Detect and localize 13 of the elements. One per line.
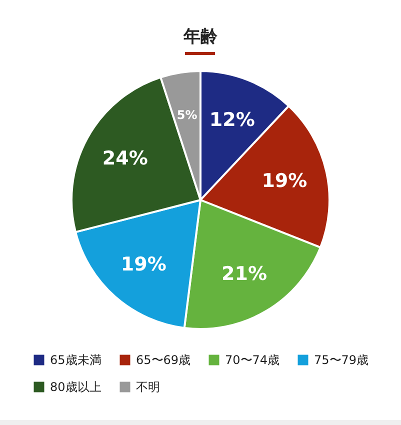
legend-label: 70〜74歳 — [225, 353, 280, 367]
legend-label: 80歳以上 — [50, 380, 102, 394]
legend-label: 65歳未満 — [50, 353, 102, 367]
chart-title: 年齢 — [182, 27, 218, 47]
data-label: 19% — [262, 170, 308, 192]
data-label: 19% — [120, 254, 166, 276]
data-label: 5% — [176, 108, 198, 122]
data-label: 12% — [209, 109, 255, 132]
legend-label: 不明 — [136, 380, 160, 394]
data-label: 24% — [102, 148, 148, 170]
legend-label: 75〜79歳 — [314, 353, 369, 367]
legend-label: 65〜69歳 — [136, 353, 191, 367]
data-label: 21% — [222, 263, 268, 286]
